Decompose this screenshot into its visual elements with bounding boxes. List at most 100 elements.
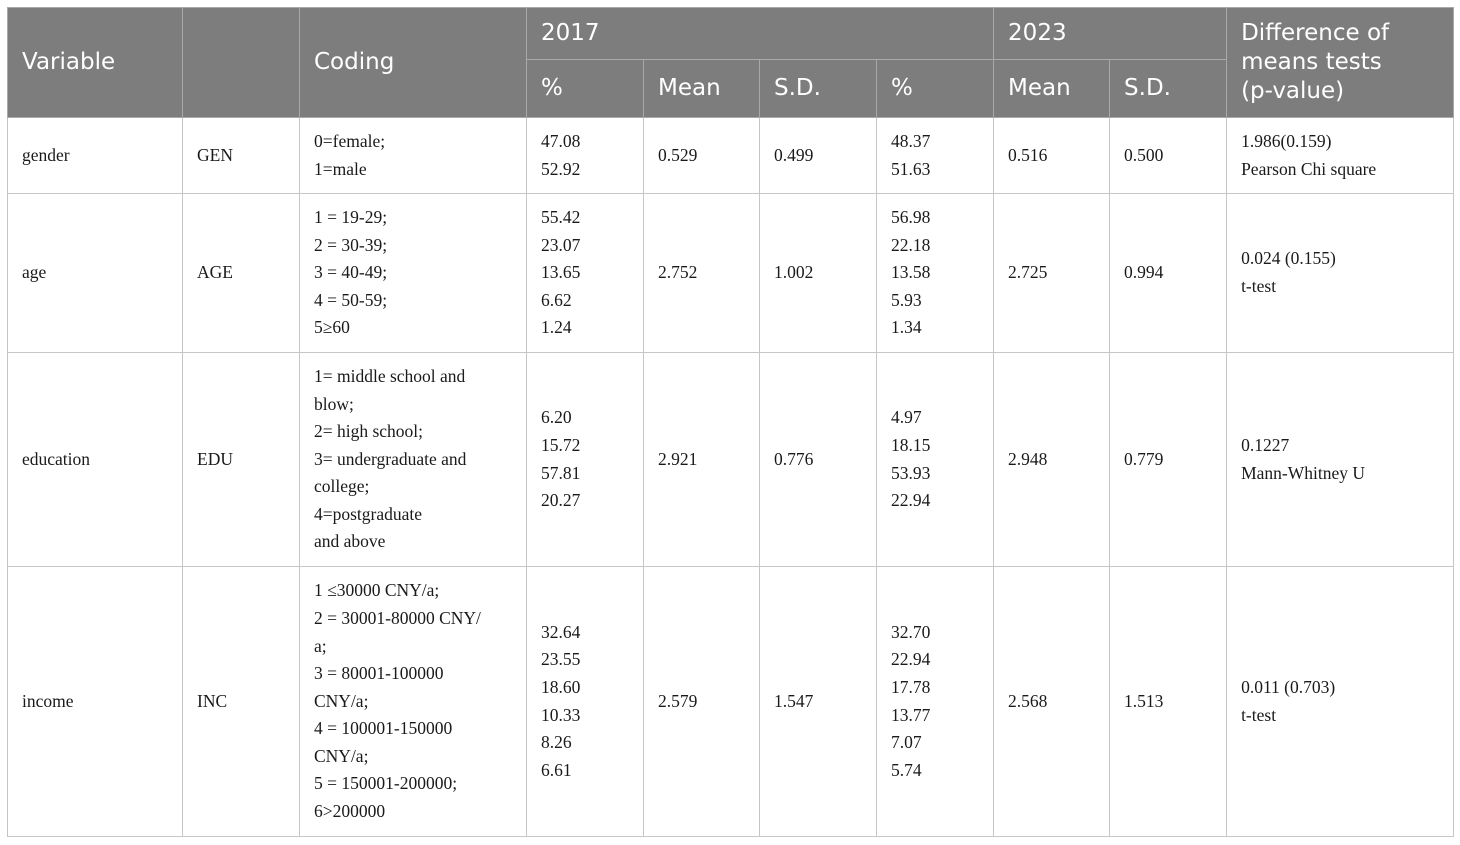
cell-pct-2023-line: 32.70 xyxy=(891,621,931,642)
cell-coding-line: 1= middle school and xyxy=(314,365,466,386)
cell-pct-2017-line: 55.42 xyxy=(541,207,581,228)
cell-pct-2017-line: 1.24 xyxy=(541,317,572,338)
cell-pct-2017: 6.20 15.72 57.81 20.27 xyxy=(526,352,644,567)
header-sd-2017: S.D. xyxy=(759,59,877,118)
cell-coding: 1 = 19-29; 2 = 30-39; 3 = 40-49; 4 = 50-59;… xyxy=(299,193,527,353)
cell-variable: education xyxy=(7,352,183,567)
cell-diff-test-line: 1.986(0.159) xyxy=(1241,130,1332,151)
cell-pct-2023-line: 56.98 xyxy=(891,207,931,228)
table-header: Variable Coding 2017 2023 Difference of … xyxy=(7,7,1455,118)
cell-coding-line: 3 = 40-49; xyxy=(314,262,388,283)
header-mean-2023: Mean xyxy=(993,59,1111,118)
cell-coding-line: college; xyxy=(314,476,370,497)
table-row: education EDU 1= middle school and blow; 2= … xyxy=(7,352,1455,567)
cell-pct-2017: 47.08 52.92 xyxy=(526,117,644,194)
cell-abbreviation: EDU xyxy=(182,352,300,567)
header-abbreviation xyxy=(182,7,300,118)
cell-diff-test: 0.1227 Mann-Whitney U xyxy=(1226,352,1455,567)
header-difference-tests: Difference of means tests (p-value) xyxy=(1226,7,1455,118)
header-pct-2017: % xyxy=(526,59,644,118)
cell-mean-2017: 2.579 xyxy=(643,566,760,837)
cell-pct-2023-line: 5.74 xyxy=(891,759,922,780)
cell-pct-2023-line: 18.15 xyxy=(891,434,931,455)
cell-coding: 1 ≤30000 CNY/a; 2 = 30001-80000 CNY/a; 3 =… xyxy=(299,566,527,837)
cell-diff-test: 1.986(0.159) Pearson Chi square xyxy=(1226,117,1455,194)
cell-sd-2017: 1.547 xyxy=(759,566,877,837)
cell-abbreviation: AGE xyxy=(182,193,300,353)
cell-abbreviation: INC xyxy=(182,566,300,837)
header-row-years: Variable Coding 2017 2023 Difference of … xyxy=(7,7,1455,118)
header-coding: Coding xyxy=(299,7,527,118)
cell-pct-2017-line: 47.08 xyxy=(541,130,581,151)
cell-coding: 0=female; 1=male xyxy=(299,117,527,194)
cell-coding-line: 2= high school; xyxy=(314,421,424,442)
cell-pct-2023: 48.37 51.63 xyxy=(875,117,995,194)
cell-pct-2023-line: 4.97 xyxy=(891,407,922,428)
cell-coding-line: 5 = 150001-200000; xyxy=(314,773,458,794)
cell-diff-test-line: t-test xyxy=(1241,704,1277,725)
cell-mean-2017: 2.921 xyxy=(643,352,760,567)
cell-coding-line: CNY/a; xyxy=(314,690,369,711)
cell-pct-2017-line: 20.27 xyxy=(541,490,581,511)
cell-coding-line: 1=male xyxy=(314,158,367,179)
cell-coding-line: 3= undergraduate and xyxy=(314,448,467,469)
cell-pct-2023-line: 1.34 xyxy=(891,317,922,338)
cell-pct-2023: 32.70 22.94 17.78 13.77 7.07 5.74 xyxy=(875,566,995,837)
cell-pct-2023-line: 13.58 xyxy=(891,262,931,283)
header-year-2023: 2023 xyxy=(993,7,1228,60)
header-diff-line: Difference of xyxy=(1241,20,1390,46)
variables-table: Variable Coding 2017 2023 Difference of … xyxy=(7,7,1455,837)
cell-coding-line: 2 = 30001-80000 CNY/ xyxy=(314,607,481,628)
cell-coding-line: blow; xyxy=(314,393,354,414)
cell-mean-2023: 0.516 xyxy=(993,117,1111,194)
cell-pct-2017-line: 6.62 xyxy=(541,289,572,310)
cell-pct-2017-line: 23.07 xyxy=(541,234,581,255)
cell-variable: age xyxy=(7,193,183,353)
cell-pct-2023: 56.98 22.18 13.58 5.93 1.34 xyxy=(875,193,995,353)
cell-diff-test-line: 0.024 (0.155) xyxy=(1241,248,1336,269)
cell-pct-2017-line: 23.55 xyxy=(541,649,581,670)
cell-pct-2017-line: 8.26 xyxy=(541,732,572,753)
header-diff-line: means tests xyxy=(1241,49,1382,75)
cell-variable: income xyxy=(7,566,183,837)
cell-pct-2023-line: 48.37 xyxy=(891,130,931,151)
cell-pct-2017-line: 18.60 xyxy=(541,676,581,697)
cell-pct-2017-line: 13.65 xyxy=(541,262,581,283)
cell-mean-2023: 2.948 xyxy=(993,352,1111,567)
table-row: age AGE 1 = 19-29; 2 = 30-39; 3 = 40-49; 4 = … xyxy=(7,193,1455,353)
header-variable: Variable xyxy=(7,7,183,118)
cell-diff-test-line: Pearson Chi square xyxy=(1241,158,1377,179)
cell-pct-2017-line: 52.92 xyxy=(541,158,581,179)
cell-pct-2023-line: 13.77 xyxy=(891,704,931,725)
cell-diff-test-line: 0.011 (0.703) xyxy=(1241,676,1336,697)
cell-coding-line: 2 = 30-39; xyxy=(314,234,388,255)
cell-coding-line: 3 = 80001-100000 xyxy=(314,663,444,684)
cell-coding-line: 6>200000 xyxy=(314,801,386,822)
table-body: gender GEN 0=female; 1=male 47.08 52.92 0.529 0… xyxy=(7,117,1455,837)
cell-pct-2023-line: 17.78 xyxy=(891,676,931,697)
cell-pct-2017-line: 6.61 xyxy=(541,759,572,780)
cell-pct-2023-line: 22.18 xyxy=(891,234,931,255)
header-sd-2023: S.D. xyxy=(1109,59,1228,118)
cell-sd-2017: 0.499 xyxy=(759,117,877,194)
cell-pct-2017: 55.42 23.07 13.65 6.62 1.24 xyxy=(526,193,644,353)
cell-pct-2023-line: 7.07 xyxy=(891,732,922,753)
cell-pct-2023: 4.97 18.15 53.93 22.94 xyxy=(875,352,995,567)
cell-diff-test: 0.024 (0.155) t-test xyxy=(1226,193,1455,353)
cell-pct-2017-line: 15.72 xyxy=(541,434,581,455)
cell-coding-line: 1 = 19-29; xyxy=(314,207,388,228)
cell-coding-line: 4=postgraduate xyxy=(314,503,423,524)
header-year-2017: 2017 xyxy=(525,7,995,60)
cell-sd-2017: 0.776 xyxy=(759,352,877,567)
cell-abbreviation: GEN xyxy=(182,117,300,194)
cell-coding-line: 4 = 100001-150000 xyxy=(314,718,453,739)
table-row: gender GEN 0=female; 1=male 47.08 52.92 0.529 0… xyxy=(7,117,1455,194)
cell-coding-line: CNY/a; xyxy=(314,745,369,766)
cell-pct-2017-line: 57.81 xyxy=(541,462,581,483)
header-pct-2023: % xyxy=(875,59,995,118)
cell-pct-2023-line: 5.93 xyxy=(891,289,922,310)
cell-pct-2023-line: 51.63 xyxy=(891,158,931,179)
cell-variable: gender xyxy=(7,117,183,194)
cell-coding-line: 4 = 50-59; xyxy=(314,289,388,310)
cell-sd-2023: 0.779 xyxy=(1109,352,1228,567)
